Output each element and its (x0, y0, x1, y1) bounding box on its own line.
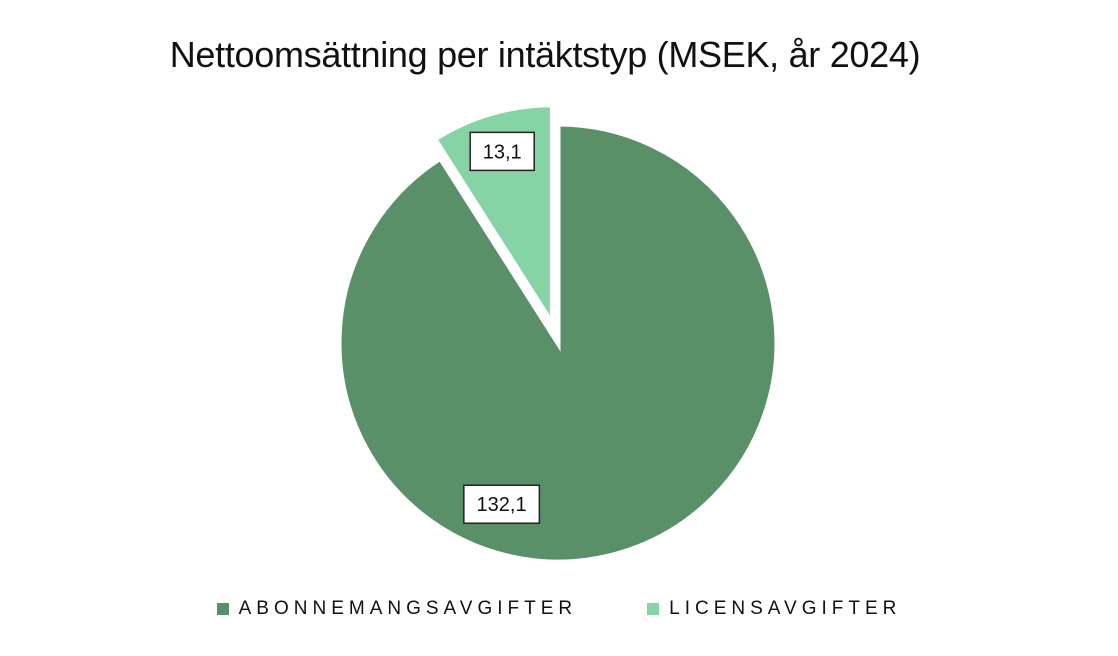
svg-text:13,1: 13,1 (483, 141, 522, 163)
legend-swatch-licensavgifter (647, 603, 660, 615)
chart-title: Nettoomsättning per intäktstyp (MSEK, år… (169, 34, 921, 75)
legend-label-licensavgifter: LICENSAVGIFTER (669, 598, 902, 619)
legend-item-abonnemangsavgifter: ABONNEMANGSAVGIFTER (216, 598, 578, 620)
legend-swatch-abonnemangsavgifter (216, 603, 229, 615)
svg-text:132,1: 132,1 (477, 494, 527, 516)
slice-abonnemangsavgifter (336, 121, 780, 565)
legend-label-abonnemangsavgifter: ABONNEMANGSAVGIFTER (238, 598, 578, 619)
legend: ABONNEMANGSAVGIFTER LICENSAVGIFTER (0, 598, 1118, 620)
legend-item-licensavgifter: LICENSAVGIFTER (647, 598, 901, 620)
data-label-abonnemangsavgifter: 132,1 (463, 484, 541, 524)
data-label-licensavgifter: 13,1 (469, 131, 535, 172)
